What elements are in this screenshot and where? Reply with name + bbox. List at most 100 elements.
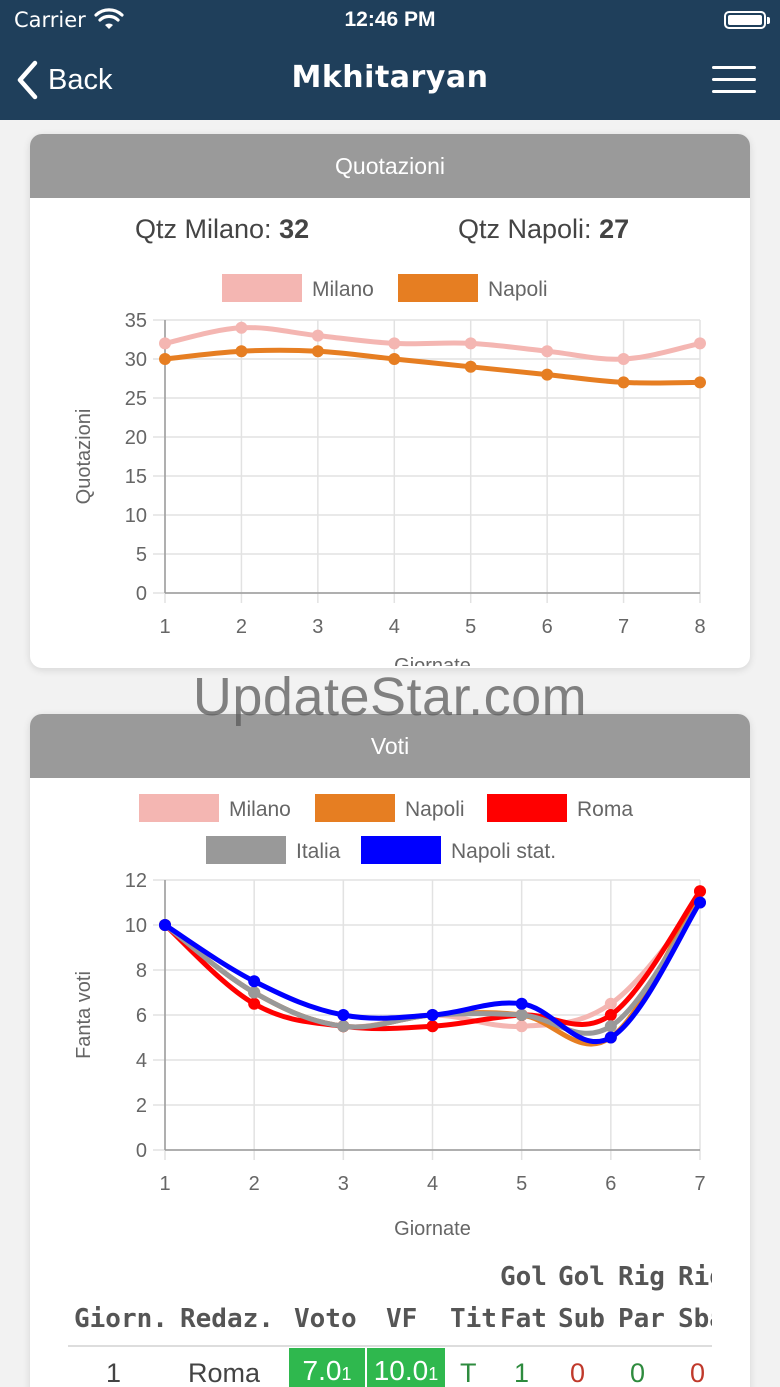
qtz-milano: Qtz Milano: 32 [135, 214, 310, 244]
data-point [426, 1020, 439, 1033]
cell-voto: 7.01 [289, 1348, 365, 1387]
y-tick-label: 0 [136, 583, 147, 605]
wifi-icon [94, 8, 124, 29]
y-tick-label: 12 [125, 870, 147, 892]
legend-swatch [139, 794, 219, 822]
table-header-top: Gol [500, 1262, 547, 1292]
y-tick-label: 6 [136, 1005, 147, 1027]
clock: 12:46 PM [344, 8, 436, 31]
legend-label: Italia [296, 840, 341, 863]
y-tick-label: 4 [136, 1050, 147, 1072]
legend-swatch [206, 836, 286, 864]
back-button[interactable]: Back [16, 56, 112, 104]
cell-redaz: Roma [188, 1358, 261, 1387]
legend-swatch [398, 274, 478, 302]
series-line [164, 325, 701, 362]
cell-vf: 10.01 [367, 1348, 445, 1387]
cell-tit: T [460, 1358, 477, 1387]
y-tick-label: 10 [125, 915, 147, 937]
legend-label: Milano [229, 798, 291, 821]
quotazioni-card: Quotazioni [30, 134, 750, 668]
x-axis-label: Giornate [394, 1218, 471, 1240]
x-tick-label: 5 [516, 1173, 527, 1195]
x-tick-label: 1 [159, 1173, 170, 1195]
data-point [248, 997, 261, 1010]
y-tick-label: 5 [136, 544, 147, 566]
data-point [604, 1031, 617, 1044]
data-point [515, 997, 528, 1010]
data-point [541, 368, 554, 381]
legend-swatch [487, 794, 567, 822]
legend-label: Napoli stat. [451, 840, 556, 863]
table-header: Sba [678, 1304, 712, 1334]
table-header-top: Rig [678, 1262, 712, 1292]
data-point [248, 986, 261, 999]
legend-swatch [222, 274, 302, 302]
data-point [235, 345, 248, 358]
cell-giorn: 1 [106, 1358, 122, 1387]
menu-icon [712, 66, 756, 69]
data-point [694, 376, 706, 389]
quotazioni-header: Quotazioni [30, 134, 750, 198]
data-point [694, 885, 706, 898]
y-tick-label: 2 [136, 1095, 147, 1117]
legend-swatch [315, 794, 395, 822]
data-point [541, 345, 554, 358]
data-point [235, 321, 248, 334]
qtz-napoli-value: 27 [599, 214, 630, 244]
x-tick-label: 5 [465, 616, 476, 638]
y-tick-label: 0 [136, 1140, 147, 1162]
data-point [248, 975, 261, 988]
data-point [426, 1009, 439, 1021]
x-tick-label: 4 [389, 616, 400, 638]
cell-rig-sba: 0 [690, 1358, 706, 1387]
table-header: Par [618, 1304, 665, 1334]
table-header: Tit [450, 1304, 497, 1334]
legend-label: Napoli [488, 278, 548, 301]
y-tick-label: 30 [125, 349, 147, 371]
navigation-bar: Carrier 12:46 PM Back Mkhitaryan [0, 0, 780, 120]
table-header-top: Rig [618, 1262, 665, 1292]
x-tick-label: 2 [236, 616, 247, 638]
data-point [388, 353, 401, 365]
x-tick-label: 4 [427, 1173, 438, 1195]
voti-card: Voti [30, 714, 750, 1387]
x-tick-label: 6 [542, 616, 553, 638]
x-tick-label: 1 [159, 616, 170, 638]
y-axis-label: Fanta voti [73, 971, 95, 1059]
stats-table: Gol Gol Rig Rig Giorn. Redaz. Voto VF Ti… [68, 1256, 712, 1387]
table-header: Giorn. [74, 1304, 168, 1334]
y-tick-label: 8 [136, 960, 147, 982]
data-point [617, 353, 630, 365]
data-point [694, 337, 706, 350]
y-tick-label: 20 [125, 427, 147, 449]
cell-rig-par: 0 [630, 1358, 646, 1387]
x-tick-label: 3 [338, 1173, 349, 1195]
menu-button[interactable] [712, 66, 756, 94]
x-axis-label: Giornate [394, 655, 471, 666]
data-point [159, 919, 171, 931]
data-point [604, 1020, 617, 1033]
x-tick-label: 8 [694, 616, 705, 638]
table-header: Fat [500, 1304, 547, 1334]
table-divider [68, 1345, 712, 1347]
legend-label: Milano [312, 278, 374, 301]
table-header: Redaz. [180, 1304, 274, 1334]
data-point [604, 997, 617, 1010]
page-title: Mkhitaryan [291, 60, 489, 95]
data-point [464, 360, 477, 373]
data-point [617, 376, 630, 389]
data-point [159, 353, 171, 365]
quotazioni-summary: Qtz Milano: 32 Qtz Napoli: 27 [30, 214, 750, 254]
battery-icon [724, 11, 770, 29]
x-tick-label: 7 [618, 616, 629, 638]
table-header: Voto [294, 1304, 357, 1334]
x-tick-label: 6 [605, 1173, 616, 1195]
table-header: Sub [558, 1304, 605, 1334]
carrier-label: Carrier [14, 8, 86, 32]
x-tick-label: 2 [249, 1173, 260, 1195]
data-point [694, 896, 706, 909]
table-header: VF [386, 1304, 418, 1334]
voti-chart: Milano Napoli Roma Italia Napoli stat. 0 2 4 6 8 1… [73, 794, 706, 1240]
y-axis-label: Quotazioni [73, 409, 95, 505]
